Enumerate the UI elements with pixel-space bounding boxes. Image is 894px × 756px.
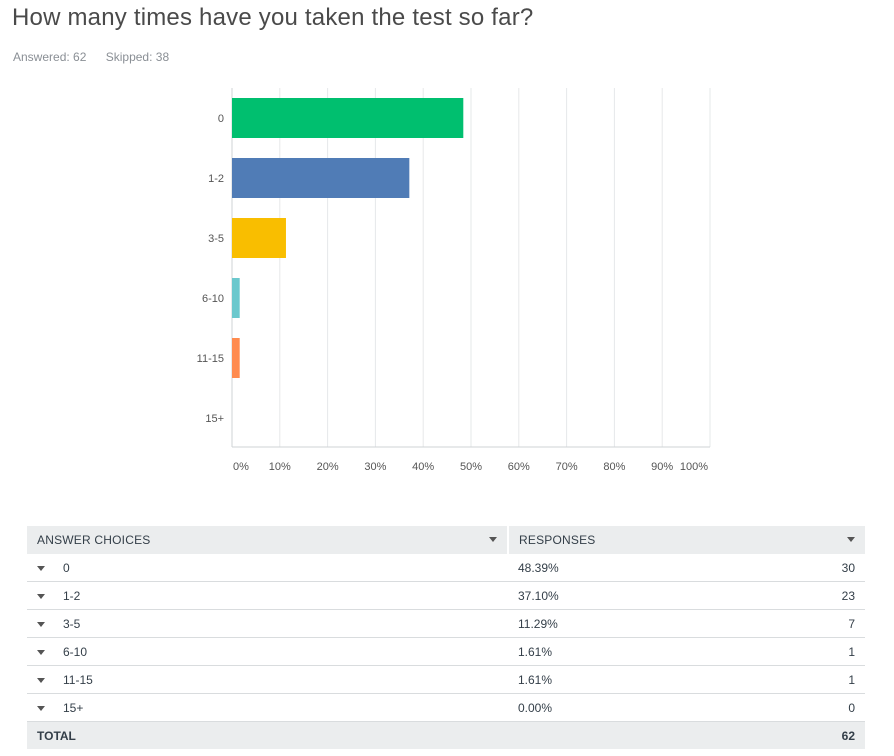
x-tick-label: 10%: [269, 461, 291, 473]
table-row: 11-15 1.61% 1: [27, 665, 865, 694]
table-row: 3-5 11.29% 7: [27, 609, 865, 638]
percent-cell: 1.61%: [508, 665, 739, 694]
table-row: 1-2 37.10% 23: [27, 581, 865, 610]
choice-cell: 3-5: [27, 609, 508, 638]
choice-cell: 6-10: [27, 637, 508, 666]
total-label: TOTAL: [27, 721, 508, 749]
question-title: How many times have you taken the test s…: [12, 4, 534, 31]
bar-chart: 0% 10% 20% 30% 40% 50% 60% 70% 80% 90% 100% 0 1-2 3-5…: [197, 88, 711, 473]
choice-cell: 11-15: [27, 665, 508, 694]
percent-cell: 48.39%: [508, 554, 739, 582]
percent-cell: 37.10%: [508, 581, 739, 610]
choice-label: 0: [63, 560, 70, 575]
expand-caret-icon[interactable]: [37, 705, 45, 711]
x-tick-label: 30%: [364, 461, 386, 473]
x-tick-label: 90%: [651, 461, 673, 473]
bar-0: [232, 98, 464, 138]
percent-cell: 0.00%: [508, 693, 739, 722]
category-label: 0: [218, 113, 224, 125]
count-cell: 0: [738, 693, 865, 722]
table-row: 15+ 0.00% 0: [27, 693, 865, 722]
choice-cell: 0: [27, 554, 508, 582]
x-tick-label: 50%: [460, 461, 482, 473]
category-label: 15+: [205, 413, 224, 425]
count-cell: 23: [738, 581, 865, 610]
expand-caret-icon[interactable]: [37, 593, 45, 599]
bar-3-5: [232, 218, 286, 258]
header-answer-choices-label: ANSWER CHOICES: [37, 533, 151, 547]
choice-cell: 15+: [27, 693, 508, 722]
bar-11-15: [232, 338, 240, 378]
percent-cell: 11.29%: [508, 609, 739, 638]
count-cell: 7: [738, 609, 865, 638]
expand-caret-icon[interactable]: [37, 649, 45, 655]
expand-caret-icon[interactable]: [37, 621, 45, 627]
response-stats: Answered: 62 Skipped: 38: [13, 50, 185, 64]
bar-1-2: [232, 158, 410, 198]
total-spacer: [508, 721, 739, 749]
total-count: 62: [738, 721, 865, 749]
category-label: 1-2: [208, 173, 224, 185]
responses-table: ANSWER CHOICES RESPONSES 0 48.39% 30 1-2…: [27, 526, 865, 749]
count-cell: 1: [738, 665, 865, 694]
choice-cell: 1-2: [27, 581, 508, 610]
choice-label: 6-10: [63, 644, 88, 659]
x-tick-label: 80%: [603, 461, 625, 473]
x-tick-label: 20%: [317, 461, 339, 473]
bar-6-10: [232, 278, 240, 318]
sort-caret-icon[interactable]: [847, 537, 855, 542]
total-row: TOTAL 62: [27, 721, 865, 749]
choice-label: 3-5: [63, 616, 81, 631]
category-label: 11-15: [197, 353, 224, 365]
choice-label: 15+: [63, 700, 84, 715]
sort-caret-icon[interactable]: [489, 537, 497, 542]
table-row: 6-10 1.61% 1: [27, 637, 865, 666]
count-cell: 30: [738, 554, 865, 582]
x-tick-label: 40%: [412, 461, 434, 473]
x-tick-label: 0%: [233, 461, 249, 473]
choice-label: 11-15: [63, 672, 93, 687]
expand-caret-icon[interactable]: [37, 677, 45, 683]
choice-label: 1-2: [63, 588, 81, 603]
header-responses-label: RESPONSES: [519, 533, 596, 547]
table-header-row: ANSWER CHOICES RESPONSES: [27, 526, 865, 554]
header-answer-choices[interactable]: ANSWER CHOICES: [27, 526, 509, 554]
category-label: 6-10: [202, 293, 224, 305]
x-tick-label: 100%: [680, 461, 708, 473]
table-row: 0 48.39% 30: [27, 554, 865, 582]
x-tick-label: 60%: [508, 461, 530, 473]
percent-cell: 1.61%: [508, 637, 739, 666]
header-responses[interactable]: RESPONSES: [508, 526, 865, 554]
category-label: 3-5: [208, 233, 224, 245]
skipped-count: Skipped: 38: [105, 50, 170, 64]
expand-caret-icon[interactable]: [37, 565, 45, 571]
x-tick-label: 70%: [556, 461, 578, 473]
count-cell: 1: [738, 637, 865, 666]
answered-count: Answered: 62: [13, 50, 87, 64]
